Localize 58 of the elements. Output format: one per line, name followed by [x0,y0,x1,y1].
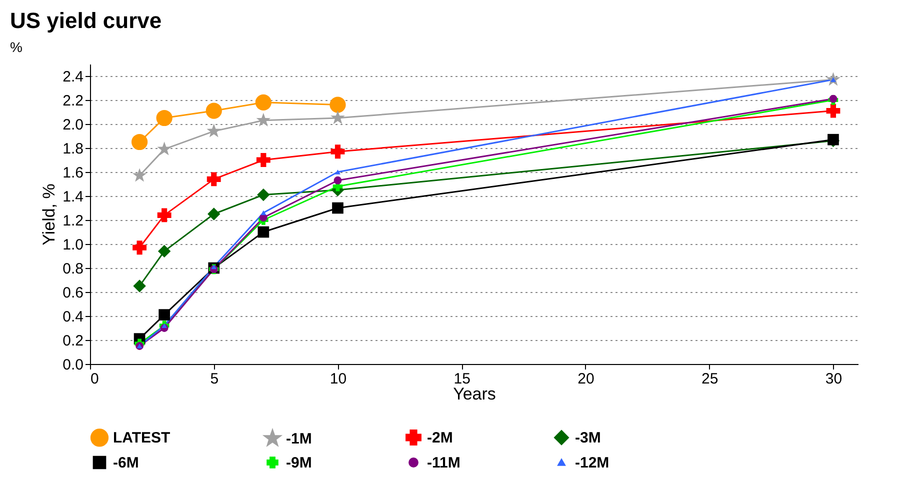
chart-subtitle: % [10,39,22,55]
y-tick-label: 0.8 [62,260,84,278]
x-tick-label: 10 [330,370,347,388]
point [158,309,170,320]
y-tick-label: 0.4 [62,308,84,326]
x-tick-label: 30 [825,370,842,388]
x-tick-label: 20 [578,370,594,388]
x-tick-label: 5 [210,370,219,388]
point [330,144,345,159]
point [132,168,147,182]
y-tick-label: 1.8 [62,140,84,158]
y-tick-label: 0.0 [62,356,84,374]
y-tick-label: 1.0 [62,236,84,254]
y-tick-label: 1.4 [62,188,84,206]
y-tick-label: 2.0 [62,116,84,134]
point [258,226,270,238]
point [158,244,171,258]
chart-title: US yield curve [10,8,162,33]
point [332,202,344,214]
y-tick-label: 2.2 [62,92,84,110]
x-tick-label: 25 [702,370,718,388]
point [156,110,172,126]
legend-label: -2M [427,430,453,447]
legend-label: -6M [113,454,139,472]
point [256,112,271,127]
y-tick-label: 2.4 [62,68,84,86]
y-tick-label: 1.6 [62,164,84,182]
point [157,208,172,222]
y-tick-label: 0.6 [62,284,84,302]
legend-label: -9M [286,454,312,472]
point [206,102,222,119]
y-tick-label: 1.2 [62,212,84,230]
point [256,153,270,167]
point [206,172,221,186]
point [255,94,272,110]
legend-label: -3M [575,430,601,447]
point [157,142,172,156]
point [335,170,340,174]
legend-label: -12M [575,454,610,472]
point [334,176,342,184]
x-tick-label: 0 [90,370,99,388]
y-axis-title: Yield, % [40,184,59,246]
point [257,188,270,202]
point [131,134,148,150]
point [330,110,345,124]
x-axis-title: Years [453,384,496,404]
legend-label: -11M [427,454,460,472]
legend-label: -1M [286,430,312,448]
y-tick-label: 0.2 [62,332,84,350]
x-tick-label: 15 [454,370,470,388]
point [330,96,346,113]
point [133,280,146,292]
point [206,124,222,138]
point [208,208,220,220]
legend-label: LATEST [113,430,170,447]
point [826,104,840,118]
point [260,210,266,216]
point [132,240,147,255]
